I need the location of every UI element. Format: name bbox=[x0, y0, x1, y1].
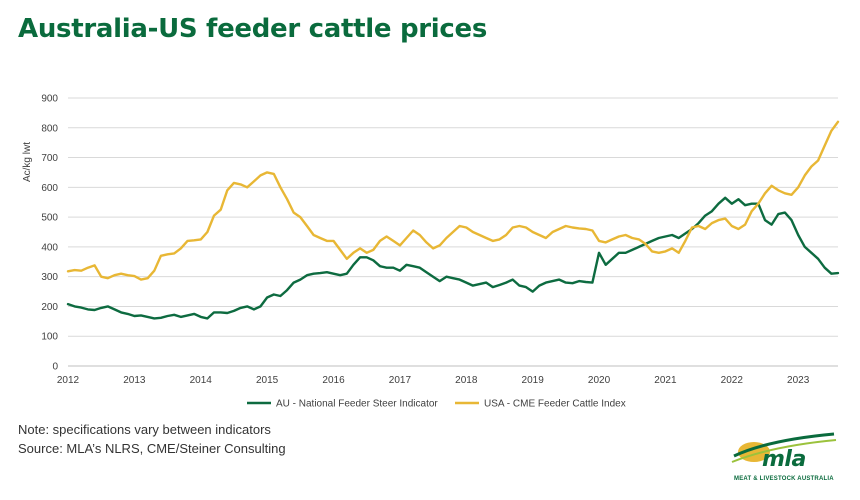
gridlines bbox=[68, 97, 838, 367]
y-tick-label: 800 bbox=[41, 123, 58, 134]
x-tick-label: 2017 bbox=[389, 375, 412, 386]
y-axis-label: Ac/kg lwt bbox=[22, 142, 33, 182]
x-tick-label: 2023 bbox=[787, 375, 810, 386]
x-tick-label: 2015 bbox=[256, 375, 279, 386]
y-tick-label: 100 bbox=[41, 332, 58, 343]
legend-label: AU - National Feeder Steer Indicator bbox=[276, 399, 438, 410]
series-line-au bbox=[66, 196, 840, 320]
mla-logo-icon bbox=[731, 432, 837, 463]
x-tick-label: 2018 bbox=[455, 375, 478, 386]
y-tick-label: 0 bbox=[52, 362, 58, 373]
y-tick-label: 300 bbox=[41, 272, 58, 283]
logo-wordmark: mla bbox=[762, 447, 806, 472]
x-tick-label: 2016 bbox=[322, 375, 345, 386]
y-tick-label: 600 bbox=[41, 183, 58, 194]
x-tick-label: 2012 bbox=[57, 375, 80, 386]
x-tick-label: 2014 bbox=[190, 375, 213, 386]
series-lines bbox=[66, 120, 840, 320]
y-tick-label: 400 bbox=[41, 242, 58, 253]
footnote-specifications: Note: specifications vary between indica… bbox=[18, 422, 271, 437]
y-axis-ticks: 0 100 200 300 400 500 600 700 800 900 bbox=[41, 94, 58, 373]
source-note: Source: MLA’s NLRS, CME/Steiner Consulti… bbox=[18, 441, 286, 456]
x-tick-label: 2020 bbox=[588, 375, 611, 386]
x-tick-label: 2022 bbox=[721, 375, 744, 386]
legend: AU - National Feeder Steer Indicator USA … bbox=[247, 399, 626, 410]
x-tick-label: 2021 bbox=[654, 375, 677, 386]
chart-title: Australia-US feeder cattle prices bbox=[18, 14, 488, 44]
y-tick-label: 500 bbox=[41, 213, 58, 224]
series-line-usa bbox=[66, 120, 840, 281]
legend-label: USA - CME Feeder Cattle Index bbox=[484, 399, 626, 410]
logo-tagline: MEAT & LIVESTOCK AUSTRALIA bbox=[734, 476, 834, 482]
y-tick-label: 700 bbox=[41, 153, 58, 164]
x-tick-label: 2019 bbox=[522, 375, 545, 386]
legend-item: USA - CME Feeder Cattle Index bbox=[455, 399, 626, 410]
x-tick-label: 2013 bbox=[123, 375, 146, 386]
legend-item: AU - National Feeder Steer Indicator bbox=[247, 399, 438, 410]
y-tick-label: 200 bbox=[41, 302, 58, 313]
x-axis-ticks: 2012 2013 2014 2015 2016 2017 2018 2019 2020 2021… bbox=[57, 375, 810, 386]
y-tick-label: 900 bbox=[41, 94, 58, 105]
